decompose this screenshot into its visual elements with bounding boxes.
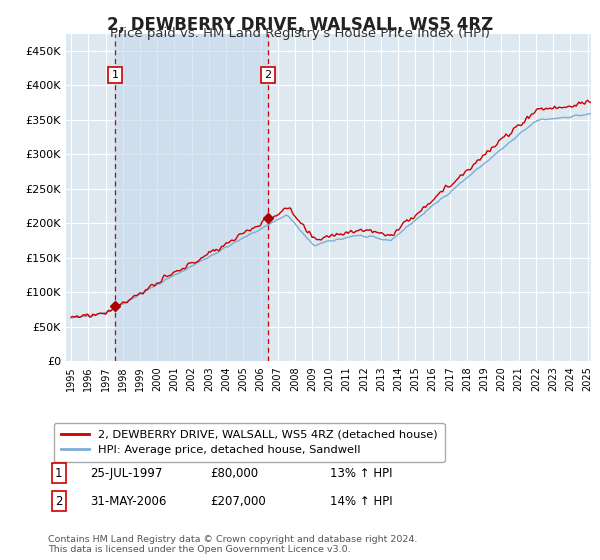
Bar (115, 34, 268, 361)
Text: 31-MAY-2006: 31-MAY-2006 (90, 494, 166, 508)
Text: 13% ↑ HPI: 13% ↑ HPI (330, 466, 392, 480)
2, DEWBERRY DRIVE, WALSALL, WS5 4RZ (detached house) (185, 260, 193, 267)
2, DEWBERRY DRIVE, WALSALL, WS5 4RZ (detached house) (195, 258, 202, 264)
HPI: Average price, detached house, Sandwell: (2.02e+03, 2.64e+05): Average price, detached house, Sandwell:… (462, 175, 469, 182)
2, DEWBERRY DRIVE, WALSALL, WS5 4RZ (detached house) (75, 314, 82, 321)
Text: Price paid vs. HM Land Registry's House Price Index (HPI): Price paid vs. HM Land Registry's House … (110, 27, 490, 40)
2, DEWBERRY DRIVE, WALSALL, WS5 4RZ (detached house) (584, 97, 591, 104)
HPI: Average price, detached house, Sandwell: (2e+03, 1.34e+05): Average price, detached house, Sandwell:… (184, 265, 191, 272)
2, DEWBERRY DRIVE, WALSALL, WS5 4RZ (detached house) (119, 298, 127, 305)
2, DEWBERRY DRIVE, WALSALL, WS5 4RZ (detached house) (68, 314, 75, 320)
Legend: 2, DEWBERRY DRIVE, WALSALL, WS5 4RZ (detached house), HPI: Average price, detach: 2, DEWBERRY DRIVE, WALSALL, WS5 4RZ (det… (53, 423, 445, 462)
Text: 25-JUL-1997: 25-JUL-1997 (90, 466, 163, 480)
Text: £207,000: £207,000 (210, 494, 266, 508)
2, DEWBERRY DRIVE, WALSALL, WS5 4RZ (detached house) (463, 167, 470, 174)
Text: £80,000: £80,000 (210, 466, 258, 480)
Text: 1: 1 (112, 70, 119, 80)
Text: 14% ↑ HPI: 14% ↑ HPI (330, 494, 392, 508)
Line: 2, DEWBERRY DRIVE, WALSALL, WS5 4RZ (detached house): 2, DEWBERRY DRIVE, WALSALL, WS5 4RZ (det… (71, 100, 590, 318)
HPI: Average price, detached house, Sandwell: (2.01e+03, 2.07e+05): Average price, detached house, Sandwell:… (287, 216, 294, 222)
Text: 2: 2 (55, 494, 62, 508)
Text: 2, DEWBERRY DRIVE, WALSALL, WS5 4RZ: 2, DEWBERRY DRIVE, WALSALL, WS5 4RZ (107, 16, 493, 34)
HPI: Average price, detached house, Sandwell: (2e+03, 1.43e+05): Average price, detached house, Sandwell:… (194, 259, 201, 266)
Text: 1: 1 (55, 466, 62, 480)
HPI: Average price, detached house, Sandwell: (2e+03, 8.23e+04): Average price, detached house, Sandwell:… (118, 301, 125, 308)
Text: 2: 2 (264, 70, 271, 80)
2, DEWBERRY DRIVE, WALSALL, WS5 4RZ (detached house) (289, 208, 296, 215)
2, DEWBERRY DRIVE, WALSALL, WS5 4RZ (detached house) (96, 310, 103, 316)
Line: HPI: Average price, detached house, Sandwell: HPI: Average price, detached house, Sand… (71, 114, 590, 318)
HPI: Average price, detached house, Sandwell: (2.03e+03, 3.59e+05): Average price, detached house, Sandwell:… (587, 110, 594, 117)
HPI: Average price, detached house, Sandwell: (2e+03, 6.87e+04): Average price, detached house, Sandwell:… (95, 310, 102, 317)
Text: Contains HM Land Registry data © Crown copyright and database right 2024.
This d: Contains HM Land Registry data © Crown c… (48, 535, 418, 554)
HPI: Average price, detached house, Sandwell: (2e+03, 6.25e+04): Average price, detached house, Sandwell:… (68, 315, 75, 321)
2, DEWBERRY DRIVE, WALSALL, WS5 4RZ (detached house) (587, 99, 594, 106)
